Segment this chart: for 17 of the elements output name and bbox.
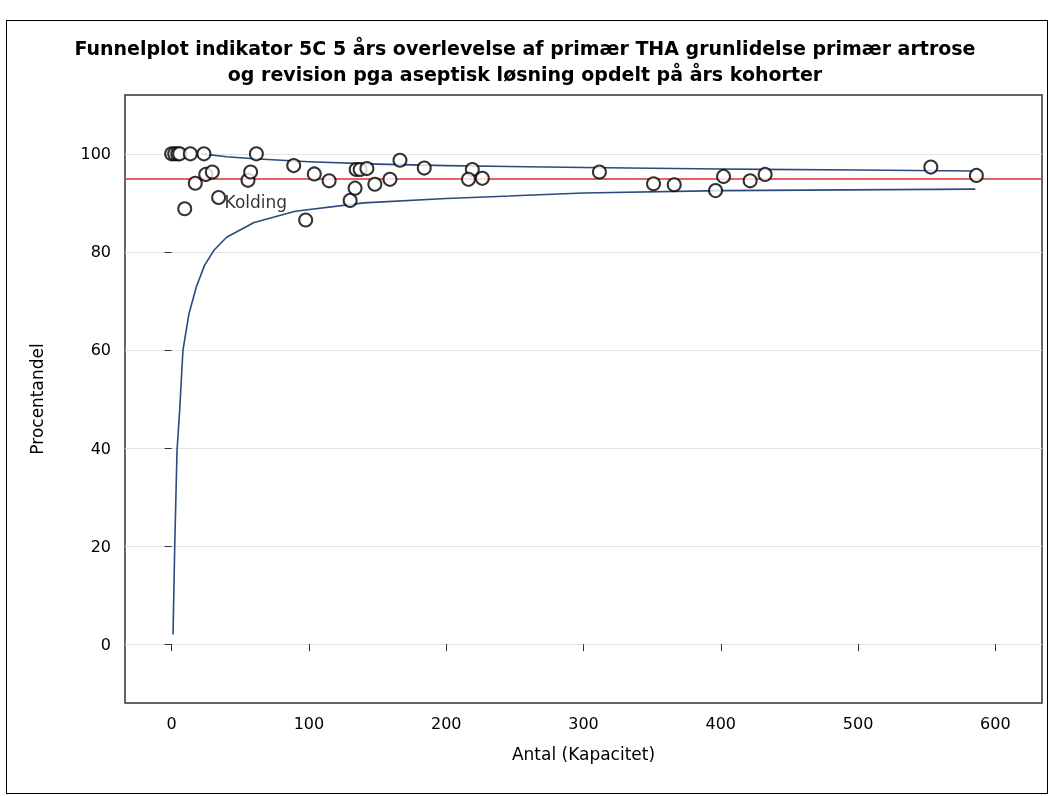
- x-tick-label: 400: [705, 713, 737, 733]
- chart-title: Funnelplot indikator 5C 5 års overlevelse af primær THA grunlidelse primær artrose og revision pga aseptisk løsning opdelt på års kohorter: [74, 36, 976, 85]
- x-tick-label: 100: [293, 713, 325, 733]
- y-tick-label: 40: [90, 438, 111, 458]
- x-tick-label: 500: [842, 713, 874, 733]
- x-axis-title: Antal (Kapacitet): [511, 743, 656, 764]
- y-tick-label: 0: [100, 634, 111, 654]
- y-tick-label: 100: [80, 144, 111, 164]
- y-tick-label: 60: [90, 340, 111, 360]
- y-tick-label: 20: [90, 536, 111, 556]
- y-axis-title: Procentandel: [26, 343, 47, 455]
- y-tick-label: 80: [90, 242, 111, 262]
- x-tick-label: 600: [980, 713, 1011, 733]
- x-tick-label: 200: [430, 713, 462, 733]
- x-tick-label: 0: [166, 713, 177, 733]
- annotation: Kolding: [224, 192, 288, 213]
- x-tick-label: 300: [568, 713, 599, 733]
